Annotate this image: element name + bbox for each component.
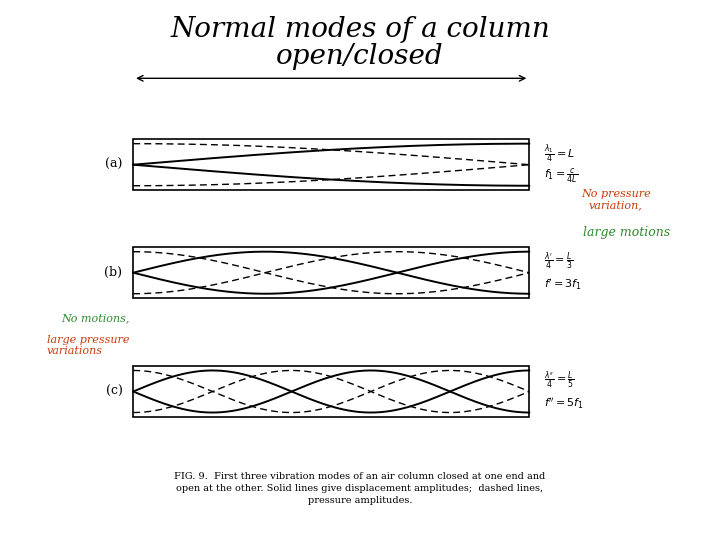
Text: (b): (b) [104,266,122,279]
Bar [133,366,529,417]
Text: (a): (a) [105,158,122,171]
Text: (c): (c) [106,385,122,398]
Text: Normal modes of a column: Normal modes of a column [170,16,550,43]
Text: $\frac{\lambda''}{4} = \frac{L}{5}$: $\frac{\lambda''}{4} = \frac{L}{5}$ [544,370,575,392]
Text: $f' = 3f_1$: $f' = 3f_1$ [544,277,582,292]
Text: FIG. 9.  First three vibration modes of an air column closed at one end and: FIG. 9. First three vibration modes of a… [174,472,546,481]
Text: $f'' = 5f_1$: $f'' = 5f_1$ [544,396,584,411]
Text: open at the other. Solid lines give displacement amplitudes;  dashed lines,: open at the other. Solid lines give disp… [176,484,544,493]
Text: pressure amplitudes.: pressure amplitudes. [307,496,413,505]
Text: $\frac{\lambda'}{4} = \frac{L}{3}$: $\frac{\lambda'}{4} = \frac{L}{3}$ [544,251,573,273]
Text: open/closed: open/closed [276,43,444,70]
Text: large pressure
variations: large pressure variations [47,335,130,356]
Text: $\frac{\lambda_1}{4} = L$: $\frac{\lambda_1}{4} = L$ [544,143,575,165]
Text: No pressure
variation,: No pressure variation, [581,189,650,211]
Bar [133,247,529,298]
Text: large motions: large motions [582,226,670,239]
Text: No motions,: No motions, [61,314,130,323]
Bar [133,139,529,191]
Text: $f_1 = \frac{c}{4L}$: $f_1 = \frac{c}{4L}$ [544,166,577,185]
